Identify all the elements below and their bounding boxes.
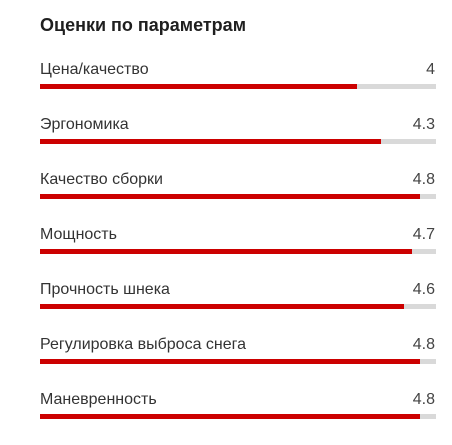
rating-label: Прочность шнека bbox=[40, 281, 170, 298]
rating-bar-fill bbox=[40, 249, 413, 254]
rating-bar-track bbox=[40, 249, 436, 254]
rating-row-ergonomics: Эргономика 4.3 bbox=[40, 115, 436, 170]
rating-bar-track bbox=[40, 84, 436, 89]
section-title: Оценки по параметрам bbox=[40, 15, 247, 35]
rating-bar-fill bbox=[40, 84, 357, 89]
rating-value: 4.7 bbox=[412, 226, 435, 243]
rating-bar-track bbox=[40, 304, 436, 309]
rating-bar-fill bbox=[40, 304, 405, 309]
rating-row-power: Мощность 4.7 bbox=[40, 225, 436, 280]
rating-bar-fill bbox=[40, 194, 421, 199]
rating-value: 4.8 bbox=[412, 336, 435, 353]
rating-row-maneuverability: Маневренность 4.8 bbox=[40, 390, 436, 445]
rating-bar-fill bbox=[40, 359, 421, 364]
rating-value: 4.3 bbox=[412, 116, 435, 133]
rating-label: Мощность bbox=[40, 226, 117, 243]
rating-bar-track bbox=[40, 139, 436, 144]
rating-bar-track bbox=[40, 359, 436, 364]
rating-value: 4.6 bbox=[412, 281, 435, 298]
rating-bar-fill bbox=[40, 139, 381, 144]
ratings-list: Цена/качество 4 Эргономика 4.3 Качество … bbox=[40, 60, 436, 445]
rating-row-price-quality: Цена/качество 4 bbox=[40, 60, 436, 115]
rating-label: Качество сборки bbox=[40, 171, 163, 188]
rating-row-auger-strength: Прочность шнека 4.6 bbox=[40, 280, 436, 335]
rating-label: Эргономика bbox=[40, 116, 129, 133]
rating-row-discharge-adjustment: Регулировка выброса снега 4.8 bbox=[40, 335, 436, 390]
rating-label: Цена/качество bbox=[40, 61, 149, 78]
ratings-panel: Оценки по параметрам Цена/качество 4 Эрг… bbox=[40, 0, 436, 445]
rating-bar-track bbox=[40, 194, 436, 199]
rating-value: 4 bbox=[426, 61, 435, 78]
rating-value: 4.8 bbox=[412, 171, 435, 188]
rating-bar-track bbox=[40, 414, 436, 419]
rating-bar-fill bbox=[40, 414, 421, 419]
rating-label: Регулировка выброса снега bbox=[40, 336, 247, 353]
rating-value: 4.8 bbox=[412, 391, 435, 408]
rating-row-build-quality: Качество сборки 4.8 bbox=[40, 170, 436, 225]
rating-label: Маневренность bbox=[40, 391, 157, 408]
